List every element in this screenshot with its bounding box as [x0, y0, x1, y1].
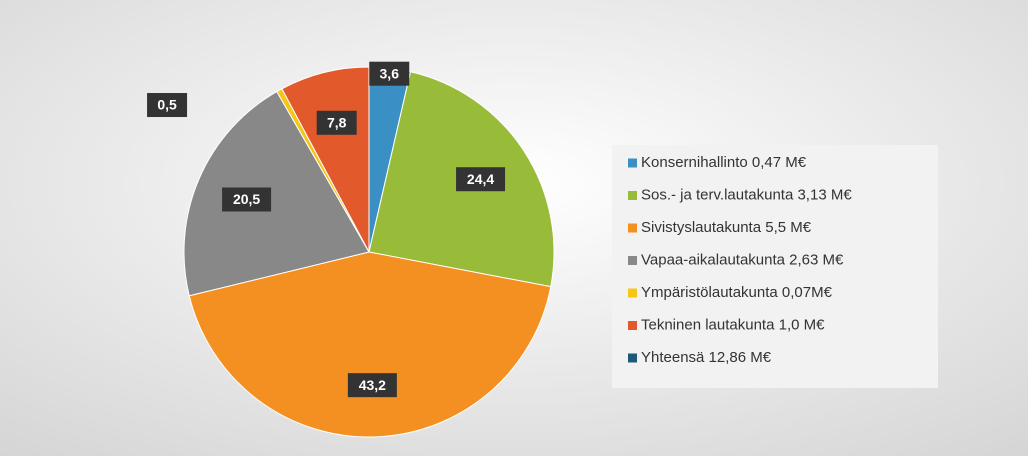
- data-label: 3,6: [380, 65, 400, 81]
- legend-swatch: [628, 256, 637, 265]
- data-label: 43,2: [359, 377, 386, 393]
- legend-swatch: [628, 158, 637, 168]
- data-label: 24,4: [467, 171, 494, 187]
- data-label: 20,5: [233, 191, 260, 207]
- legend-swatch: [628, 191, 637, 200]
- data-label: 7,8: [327, 114, 347, 130]
- data-label-box: [369, 61, 410, 86]
- legend-swatch: [628, 223, 637, 233]
- legend-swatch: [628, 353, 637, 363]
- pie-slice: [188, 251, 552, 438]
- legend-label: Konsernihallinto 0,47 M€: [641, 154, 807, 171]
- legend-label: Tekninen lautakunta 1,0 M€: [641, 316, 825, 333]
- legend-label: Sivistyslautakunta 5,5 M€: [641, 219, 812, 236]
- legend-label: Sos.- ja terv.lautakunta 3,13 M€: [641, 186, 852, 203]
- legend-swatch: [628, 288, 637, 298]
- data-label-box: [316, 110, 357, 135]
- data-label-box: [222, 187, 272, 212]
- legend-label: Vapaa-aikalautakunta 2,63 M€: [641, 251, 844, 268]
- data-label-box: [147, 93, 188, 118]
- data-label-box: [347, 373, 397, 398]
- data-label: 0,5: [157, 97, 177, 113]
- legend-swatch: [628, 321, 637, 330]
- data-label-box: [456, 167, 506, 192]
- legend-label: Yhteensä 12,86 M€: [641, 349, 772, 366]
- legend-box: [612, 145, 938, 388]
- pie-slice: [183, 90, 370, 297]
- legend-label: Ympäristölautakunta 0,07M€: [641, 284, 833, 301]
